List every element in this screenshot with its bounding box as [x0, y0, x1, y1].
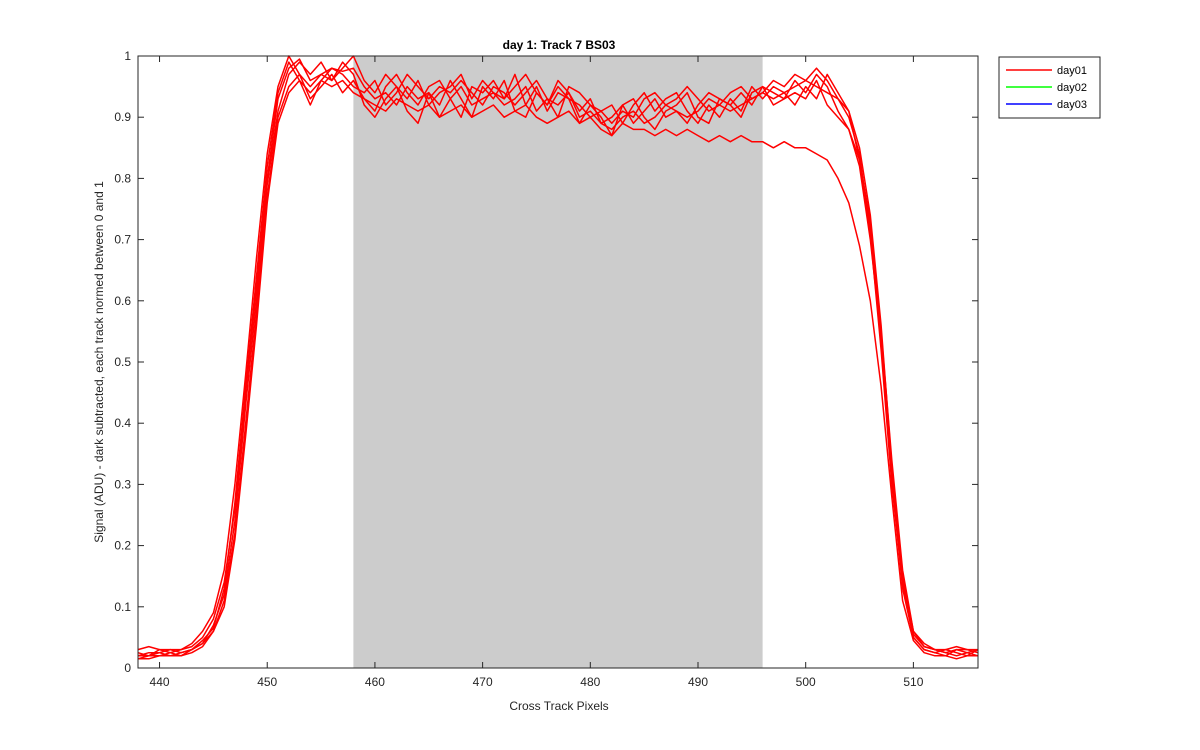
- y-tick-label: 0.3: [114, 477, 131, 491]
- series-line-4: [137, 73, 979, 660]
- x-tick-label: 440: [150, 675, 170, 689]
- y-axis-label: Signal (ADU) - dark subtracted, each tra…: [92, 181, 106, 543]
- shaded-region-layer: [353, 56, 763, 668]
- x-tick-label: 450: [257, 675, 277, 689]
- y-tick-label: 0.7: [114, 233, 131, 247]
- series-line-3: [137, 55, 978, 657]
- legend-entry-day03: day03: [1006, 99, 1087, 111]
- x-tick-label: 470: [473, 675, 493, 689]
- series-line-2: [137, 55, 979, 654]
- legend-label-day03: day03: [1057, 99, 1087, 111]
- y-tick-label: 0.9: [114, 110, 131, 124]
- legend-label-day01: day01: [1057, 65, 1087, 77]
- x-tick-label: 510: [903, 675, 923, 689]
- y-tick-label: 0: [124, 661, 131, 675]
- y-tick-label: 1: [124, 49, 131, 63]
- y-tick-label: 0.4: [114, 416, 131, 430]
- series-layer: [137, 55, 979, 660]
- series-line-6: [138, 79, 978, 660]
- x-tick-label: 500: [796, 675, 816, 689]
- y-tick-label: 0.5: [114, 355, 131, 369]
- legend: day01 day02 day03: [998, 56, 1101, 119]
- x-axis-label: Cross Track Pixels: [509, 699, 608, 713]
- shaded-region: [353, 56, 763, 668]
- chart-title: day 1: Track 7 BS03: [503, 38, 616, 52]
- x-tick-label: 480: [580, 675, 600, 689]
- legend-label-day02: day02: [1057, 82, 1087, 94]
- y-tick-label: 0.8: [114, 171, 131, 185]
- y-tick-label: 0.2: [114, 539, 131, 553]
- y-tick-label: 0.1: [114, 600, 131, 614]
- legend-entry-day02: day02: [1006, 82, 1087, 94]
- y-tick-label: 0.6: [114, 294, 131, 308]
- legend-entry-day01: day01: [1006, 65, 1087, 77]
- x-tick-label: 490: [688, 675, 708, 689]
- x-tick-label: 460: [365, 675, 385, 689]
- tick-layer: 440 450 460 470 480 490 500 510 0 0.1 0.2 0.3 0.4 0.5…: [114, 49, 978, 689]
